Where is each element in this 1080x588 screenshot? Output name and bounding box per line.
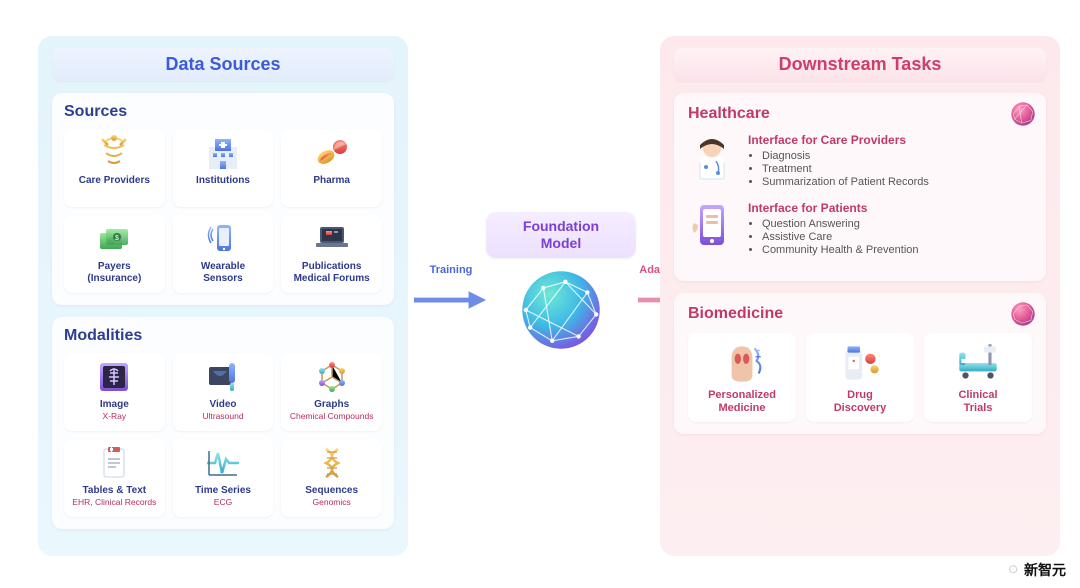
tile-label: Time Series	[195, 485, 251, 497]
ultrasound-icon	[203, 359, 243, 395]
tile-sublabel: EHR, Clinical Records	[72, 498, 156, 507]
tile-xray: ImageX-Ray	[64, 353, 165, 431]
tile-label: Publications Medical Forums	[294, 261, 370, 284]
providers-heading: Interface for Care Providers	[748, 133, 929, 147]
bio-tile-label: Drug Discovery	[810, 389, 910, 414]
bullet: Question Answering	[762, 218, 919, 230]
tile-sublabel: ECG	[214, 498, 232, 507]
tile-label: Sequences	[305, 485, 358, 497]
ecg-icon	[203, 445, 243, 481]
foundation-model-sphere-icon	[517, 266, 605, 354]
biomedicine-sphere-icon	[1010, 301, 1036, 327]
tile-ehr: Tables & TextEHR, Clinical Records	[64, 439, 165, 517]
foundation-model-title: Foundation Model	[486, 212, 636, 258]
drugbottle-icon	[835, 341, 885, 385]
left-title: Data Sources	[52, 48, 394, 81]
bio-tile-drugbottle: Drug Discovery	[806, 333, 914, 422]
tile-label: Pharma	[313, 175, 350, 187]
hospital-icon	[203, 135, 243, 171]
tile-dna: SequencesGenomics	[281, 439, 382, 517]
patients-bullets: Question AnsweringAssistive CareCommunit…	[748, 218, 919, 256]
tile-ultrasound: VideoUltrasound	[173, 353, 274, 431]
wechat-icon: ◌	[1008, 561, 1018, 579]
tile-sublabel: Chemical Compounds	[290, 412, 374, 421]
sources-section: Sources Care Providers Institutions Pharma…	[52, 93, 394, 305]
downstream-tasks-panel: Downstream Tasks Healthcare Interface fo…	[660, 36, 1060, 556]
biomedicine-title: Biomedicine	[688, 305, 1032, 323]
svg-text:$: $	[115, 235, 119, 242]
tile-label: Institutions	[196, 175, 250, 187]
bullet: Community Health & Prevention	[762, 244, 919, 256]
pills-icon	[312, 135, 352, 171]
tile-label: Video	[209, 399, 236, 411]
tile-label: Payers (Insurance)	[87, 261, 141, 284]
bio-tile-anatomy: Personalized Medicine	[688, 333, 796, 422]
tile-molecule: GraphsChemical Compounds	[281, 353, 382, 431]
foundation-model: Foundation Model	[486, 212, 636, 354]
bio-tile-label: Clinical Trials	[928, 389, 1028, 414]
phone-icon	[688, 201, 736, 249]
watermark: ◌ 新智元	[1008, 560, 1066, 580]
wearable-icon	[203, 221, 243, 257]
tile-wearable: Wearable Sensors	[173, 215, 274, 293]
tile-payers: $ Payers (Insurance)	[64, 215, 165, 293]
anatomy-icon	[717, 341, 767, 385]
sources-title: Sources	[64, 103, 382, 121]
tile-label: Tables & Text	[83, 485, 147, 497]
providers-bullets: DiagnosisTreatmentSummarization of Patie…	[748, 150, 929, 188]
tile-ecg: Time SeriesECG	[173, 439, 274, 517]
tile-sublabel: Genomics	[313, 498, 351, 507]
data-sources-panel: Data Sources Sources Care Providers Insti…	[38, 36, 408, 556]
bio-tile-hospitalbed: Clinical Trials	[924, 333, 1032, 422]
dna-icon	[312, 445, 352, 481]
molecule-icon	[312, 359, 352, 395]
modalities-title: Modalities	[64, 327, 382, 345]
healthcare-section: Healthcare Interface for Care Providers …	[674, 93, 1046, 281]
tile-sublabel: Ultrasound	[202, 412, 243, 421]
payers-icon: $	[94, 221, 134, 257]
tile-label: Image	[100, 399, 129, 411]
tile-sublabel: X-Ray	[103, 412, 127, 421]
tile-pills: Pharma	[281, 129, 382, 207]
ehr-icon	[94, 445, 134, 481]
patients-heading: Interface for Patients	[748, 201, 919, 215]
doctor-icon	[688, 133, 736, 181]
xray-icon	[94, 359, 134, 395]
providers-interface: Interface for Care Providers DiagnosisTr…	[688, 133, 1032, 189]
caduceus-icon	[94, 135, 134, 171]
hospitalbed-icon	[953, 341, 1003, 385]
training-arrow: Training	[412, 280, 490, 320]
biomedicine-section: Biomedicine Personalized Medicine Drug Di…	[674, 293, 1046, 434]
bullet: Diagnosis	[762, 150, 929, 162]
tile-laptop: Publications Medical Forums	[281, 215, 382, 293]
bullet: Assistive Care	[762, 231, 919, 243]
bullet: Treatment	[762, 163, 929, 175]
bio-tile-label: Personalized Medicine	[692, 389, 792, 414]
right-title: Downstream Tasks	[674, 48, 1046, 81]
tile-hospital: Institutions	[173, 129, 274, 207]
tile-label: Care Providers	[79, 175, 150, 187]
tile-caduceus: Care Providers	[64, 129, 165, 207]
modalities-section: Modalities ImageX-RayVideoUltrasoundGrap…	[52, 317, 394, 529]
healthcare-title: Healthcare	[688, 105, 1032, 123]
bullet: Summarization of Patient Records	[762, 176, 929, 188]
tile-label: Wearable Sensors	[201, 261, 245, 284]
tile-label: Graphs	[314, 399, 349, 411]
patients-interface: Interface for Patients Question Answerin…	[688, 201, 1032, 257]
healthcare-sphere-icon	[1010, 101, 1036, 127]
laptop-icon	[312, 221, 352, 257]
